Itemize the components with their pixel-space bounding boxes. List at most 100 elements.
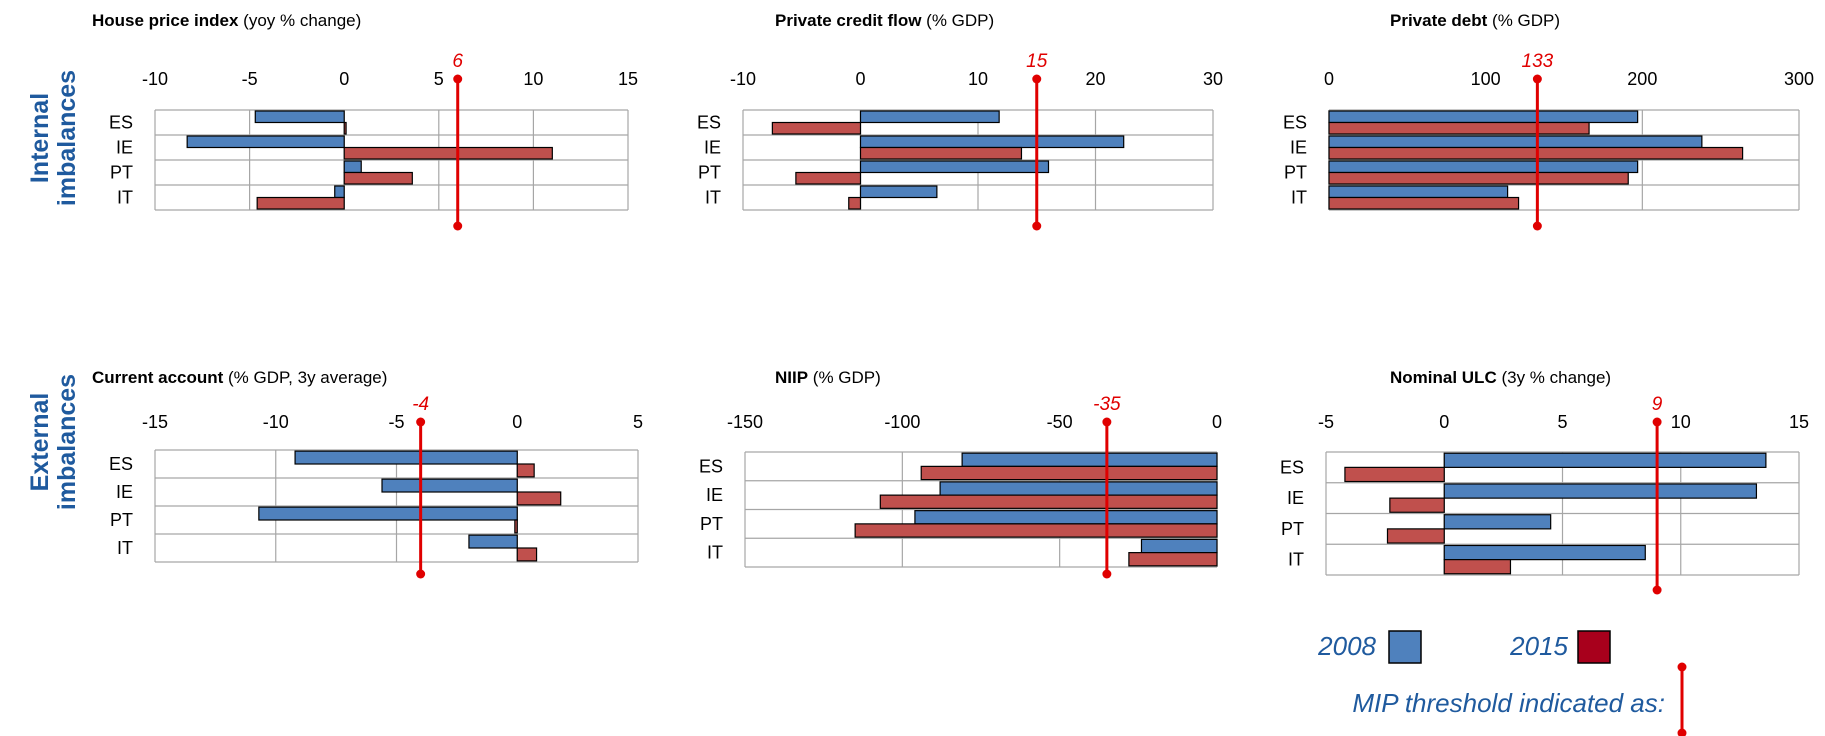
x-tick-label: 15 xyxy=(618,69,638,89)
x-tick-label: 0 xyxy=(339,69,349,89)
bar-2008-it xyxy=(1328,185,1509,199)
bar-2015-es xyxy=(516,463,535,478)
category-label: IT xyxy=(117,538,133,558)
x-tick-label: 0 xyxy=(1212,412,1222,432)
category-label: PT xyxy=(110,163,133,183)
chart-title: NIIP (% GDP) xyxy=(775,368,881,387)
bar-2008-pt xyxy=(1443,514,1552,530)
x-tick-label: 5 xyxy=(633,412,643,432)
category-label: PT xyxy=(700,514,723,534)
bar-2008-ie xyxy=(381,478,518,493)
category-label: IE xyxy=(1287,488,1304,508)
bar-2015-pt xyxy=(795,171,862,185)
legend-2015-label: 2015 xyxy=(1509,631,1568,661)
bar-2008-pt xyxy=(914,510,1218,525)
mip-threshold-dot-bottom xyxy=(1532,221,1542,231)
x-tick-label: 10 xyxy=(1671,412,1691,432)
bar-2008-pt xyxy=(859,160,1050,174)
bar-2008-es xyxy=(859,110,1000,124)
category-label: IE xyxy=(116,138,133,158)
bar-2015-it xyxy=(848,196,862,210)
x-tick-label: -50 xyxy=(1047,412,1073,432)
chart-nominal-ulc: Nominal ULC (3y % change) -5 0 5 10 15 ES IE PT I… xyxy=(1280,368,1809,595)
bar-2008-pt xyxy=(258,506,518,521)
bar-2008-ie xyxy=(1328,135,1703,149)
legend-threshold-dot-top xyxy=(1677,662,1687,672)
bar-2015-it xyxy=(256,196,345,210)
x-tick-label: -5 xyxy=(388,412,404,432)
category-label: ES xyxy=(697,113,721,133)
bar-2008-ie xyxy=(939,481,1218,496)
x-tick-label: 0 xyxy=(855,69,865,89)
category-label: PT xyxy=(1284,163,1307,183)
bar-2008-it xyxy=(468,534,518,549)
x-tick-label: 10 xyxy=(968,69,988,89)
bar-2015-es xyxy=(343,121,347,135)
mip-threshold-dot-bottom xyxy=(1032,221,1042,231)
mip-threshold-dot-top xyxy=(1652,417,1662,427)
mip-threshold-label: 6 xyxy=(452,51,463,72)
x-tick-label: 0 xyxy=(512,412,522,432)
mip-threshold-dot-top xyxy=(453,74,463,84)
chart-private-credit-flow: Private credit flow (% GDP) -10 0 10 20 30 ES I… xyxy=(697,11,1223,231)
row-label-internal-line1: Internal xyxy=(26,93,54,183)
mip-threshold-dot-top xyxy=(1532,74,1542,84)
mip-threshold-label: -4 xyxy=(412,394,429,415)
chart-title: House price index (yoy % change) xyxy=(92,11,361,30)
bar-2008-pt xyxy=(343,160,362,174)
category-label: IT xyxy=(1291,188,1307,208)
mip-threshold-label: 133 xyxy=(1522,51,1554,72)
bar-2015-es xyxy=(1328,121,1590,135)
category-label: IT xyxy=(705,188,721,208)
x-tick-label: 10 xyxy=(523,69,543,89)
x-tick-label: 5 xyxy=(1557,412,1567,432)
bar-2015-it xyxy=(1328,196,1520,210)
chart-title: Private credit flow (% GDP) xyxy=(775,11,994,30)
category-label: ES xyxy=(1283,113,1307,133)
row-label-external-line2: imbalances xyxy=(53,374,81,510)
bar-2008-ie xyxy=(1443,483,1758,499)
bar-2008-es xyxy=(1328,110,1639,124)
mip-threshold-dot-bottom xyxy=(453,221,463,231)
row-label-internal: Internal imbalances xyxy=(26,70,81,206)
x-tick-label: 300 xyxy=(1784,69,1814,89)
bar-2008-pt xyxy=(1328,160,1639,174)
bar-2008-ie xyxy=(186,135,345,149)
legend: 2008 2015 MIP threshold indicated as: xyxy=(1317,630,1687,736)
bar-2015-pt xyxy=(854,523,1218,538)
bar-2015-ie xyxy=(343,146,553,160)
category-label: PT xyxy=(1281,519,1304,539)
bar-2008-es xyxy=(254,110,345,124)
category-label: IE xyxy=(704,138,721,158)
x-tick-label: -150 xyxy=(727,412,763,432)
x-tick-label: -15 xyxy=(142,412,168,432)
bar-2015-es xyxy=(920,465,1218,481)
mip-threshold-dot-bottom xyxy=(1652,585,1662,595)
bar-2015-it xyxy=(516,547,538,562)
mip-threshold-dot-top xyxy=(416,417,426,427)
bar-2015-ie xyxy=(516,491,562,506)
mip-threshold-dot-bottom xyxy=(1102,569,1112,579)
category-label: ES xyxy=(1280,457,1304,477)
bar-2015-ie xyxy=(1328,146,1744,160)
row-label-internal-line2: imbalances xyxy=(53,70,81,206)
x-tick-label: -10 xyxy=(730,69,756,89)
category-label: IE xyxy=(1290,138,1307,158)
bar-2008-it xyxy=(1140,538,1218,554)
mip-threshold-dot-bottom xyxy=(416,569,426,579)
bar-2008-it xyxy=(859,185,938,199)
category-label: IT xyxy=(1288,550,1304,570)
bar-2015-ie xyxy=(1389,497,1445,513)
bar-2015-it xyxy=(1443,559,1512,575)
category-label: IE xyxy=(706,485,723,505)
chart-niip: NIIP (% GDP) -150 -100 -50 0 ES IE PT IT -35 xyxy=(699,368,1222,579)
bar-2015-pt xyxy=(514,519,518,534)
chart-title: Private debt (% GDP) xyxy=(1390,11,1560,30)
chart-private-debt: Private debt (% GDP) 0 100 200 300 ES IE PT IT 13… xyxy=(1283,11,1814,231)
x-tick-label: 30 xyxy=(1203,69,1223,89)
bar-2008-es xyxy=(294,450,518,465)
x-tick-label: -10 xyxy=(263,412,289,432)
row-label-external-line1: External xyxy=(26,393,54,492)
category-label: ES xyxy=(109,113,133,133)
